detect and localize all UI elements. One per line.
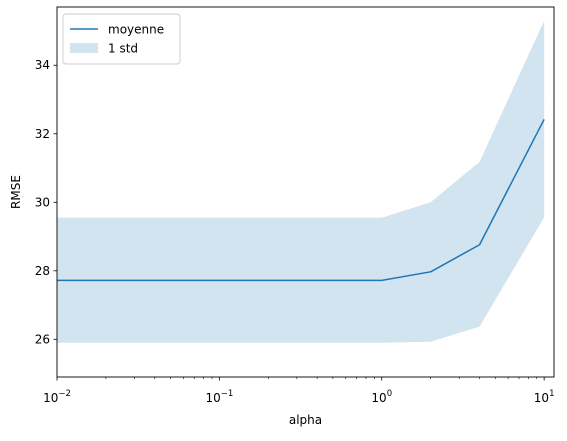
- x-axis-label: alpha: [289, 413, 322, 427]
- legend-label-moyenne: moyenne: [108, 23, 164, 37]
- legend: moyenne 1 std: [63, 14, 180, 64]
- legend-label-1-std: 1 std: [108, 42, 138, 56]
- y-tick-label: 28: [35, 264, 50, 278]
- y-tick-label: 30: [35, 195, 50, 209]
- y-tick-label: 26: [35, 332, 50, 346]
- legend-band-swatch: [70, 43, 98, 53]
- legend-box: [63, 14, 180, 64]
- y-tick-label: 34: [35, 58, 50, 72]
- y-tick-label: 32: [35, 127, 50, 141]
- y-axis-label: RMSE: [9, 175, 23, 209]
